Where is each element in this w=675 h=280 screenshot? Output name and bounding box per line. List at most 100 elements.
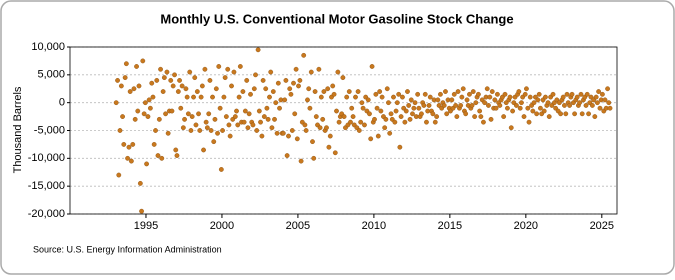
- point: [407, 116, 413, 122]
- point: [320, 116, 326, 122]
- point: [125, 155, 130, 161]
- point: [280, 130, 286, 136]
- point: [216, 64, 222, 69]
- point: [356, 128, 362, 133]
- point: [197, 128, 203, 133]
- point: [113, 100, 119, 106]
- x-tick-label: 2005: [286, 220, 310, 232]
- x-tick-label: 2010: [362, 220, 386, 232]
- point: [168, 78, 174, 83]
- point: [183, 86, 189, 92]
- point: [240, 89, 246, 94]
- point: [402, 119, 408, 125]
- point: [589, 103, 595, 108]
- point: [508, 125, 514, 131]
- point: [207, 78, 213, 83]
- point: [507, 94, 513, 100]
- point: [255, 47, 261, 53]
- point: [406, 103, 412, 108]
- point: [583, 103, 589, 108]
- point: [501, 114, 507, 119]
- point: [175, 89, 181, 94]
- point: [424, 119, 429, 125]
- point: [454, 114, 460, 119]
- point: [384, 86, 390, 92]
- point: [564, 91, 570, 97]
- point: [453, 103, 459, 108]
- point: [256, 108, 262, 114]
- point: [435, 97, 441, 103]
- point: [541, 108, 547, 114]
- point: [519, 100, 524, 106]
- point: [470, 89, 476, 94]
- point: [602, 97, 608, 103]
- point: [476, 91, 481, 97]
- point: [455, 89, 461, 94]
- point: [251, 86, 257, 92]
- point: [213, 86, 219, 92]
- point: [123, 61, 129, 67]
- point: [136, 83, 142, 89]
- point: [179, 83, 185, 89]
- point: [388, 111, 394, 117]
- point: [327, 133, 333, 139]
- point: [545, 100, 551, 106]
- point: [268, 69, 274, 75]
- point: [269, 125, 275, 131]
- point: [374, 105, 380, 111]
- point: [165, 130, 171, 136]
- point: [359, 100, 365, 106]
- point: [334, 108, 339, 114]
- point: [605, 86, 610, 92]
- point: [173, 147, 179, 153]
- point: [324, 125, 329, 131]
- point: [118, 83, 124, 89]
- point: [283, 78, 289, 83]
- point: [360, 105, 366, 111]
- point: [464, 97, 470, 103]
- point: [410, 111, 415, 117]
- point: [459, 94, 465, 100]
- point: [574, 94, 580, 100]
- point: [204, 125, 210, 131]
- point: [236, 94, 242, 100]
- point: [443, 89, 448, 94]
- point: [250, 122, 256, 128]
- point: [288, 91, 294, 97]
- point: [592, 114, 598, 119]
- point: [121, 142, 127, 147]
- point: [211, 139, 217, 145]
- point: [487, 94, 493, 100]
- point: [510, 108, 516, 114]
- point: [550, 91, 556, 97]
- point: [234, 108, 239, 114]
- point: [194, 89, 200, 94]
- point: [158, 66, 163, 72]
- point: [298, 158, 304, 164]
- point: [326, 144, 332, 150]
- point: [307, 105, 313, 111]
- point: [560, 94, 566, 100]
- point: [231, 69, 237, 75]
- point: [593, 94, 599, 100]
- point: [153, 128, 158, 133]
- point: [284, 153, 290, 158]
- point: [472, 114, 478, 119]
- point: [355, 89, 361, 94]
- point: [458, 103, 464, 108]
- point: [128, 158, 134, 164]
- point: [159, 155, 165, 161]
- point: [375, 133, 381, 139]
- point: [467, 91, 472, 97]
- point: [208, 128, 214, 133]
- point: [277, 105, 282, 111]
- point: [572, 111, 578, 117]
- point: [536, 91, 542, 97]
- point: [579, 111, 585, 117]
- point: [478, 114, 484, 119]
- point: [369, 64, 375, 69]
- point: [584, 91, 590, 97]
- point: [495, 91, 500, 97]
- point: [426, 103, 432, 108]
